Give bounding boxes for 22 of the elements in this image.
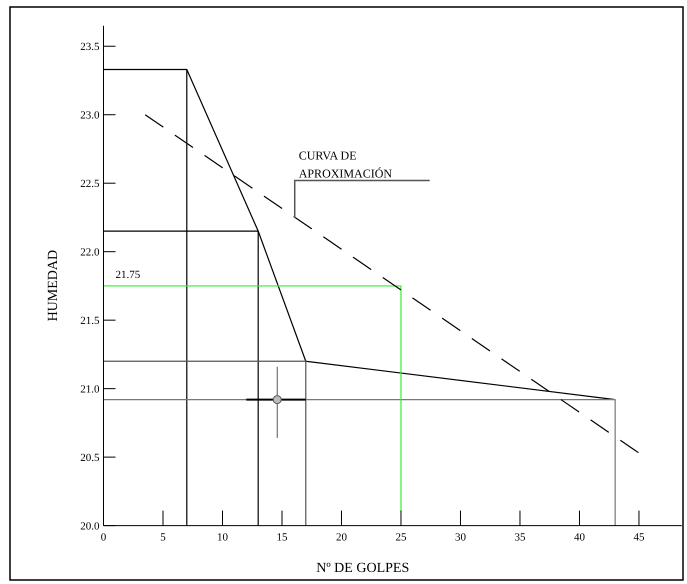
x-tick-label: 45 [633,532,645,544]
y-tick-label: 22.0 [80,246,100,259]
y-tick-label: 21.0 [80,384,100,396]
x-tick-label: 40 [574,532,586,544]
x-tick-label: 0 [100,532,107,544]
y-tick-label: 23.5 [80,41,100,54]
y-tick-label: 22.5 [80,178,100,190]
x-tick-label: 25 [395,532,407,544]
x-tick-label: 20 [336,532,348,544]
x-axis-title: Nº DE GOLPES [316,561,410,576]
x-tick-label: 35 [514,532,526,544]
x-tick-label: 10 [216,532,228,544]
annotation: 21.75 [116,268,141,281]
x-tick-label: 5 [160,532,166,544]
x-tick-label: 30 [454,532,466,544]
y-tick-label: 20.0 [80,520,100,533]
x-tick-label: 15 [276,532,288,544]
y-tick-label: 21.5 [80,315,100,328]
y-tick-label: 20.5 [80,452,100,464]
annotation: CURVA DE APROXIMACIÓN [298,148,392,180]
y-axis-title: HUMEDAD [46,250,61,322]
y-tick-label: 23.0 [80,110,100,122]
